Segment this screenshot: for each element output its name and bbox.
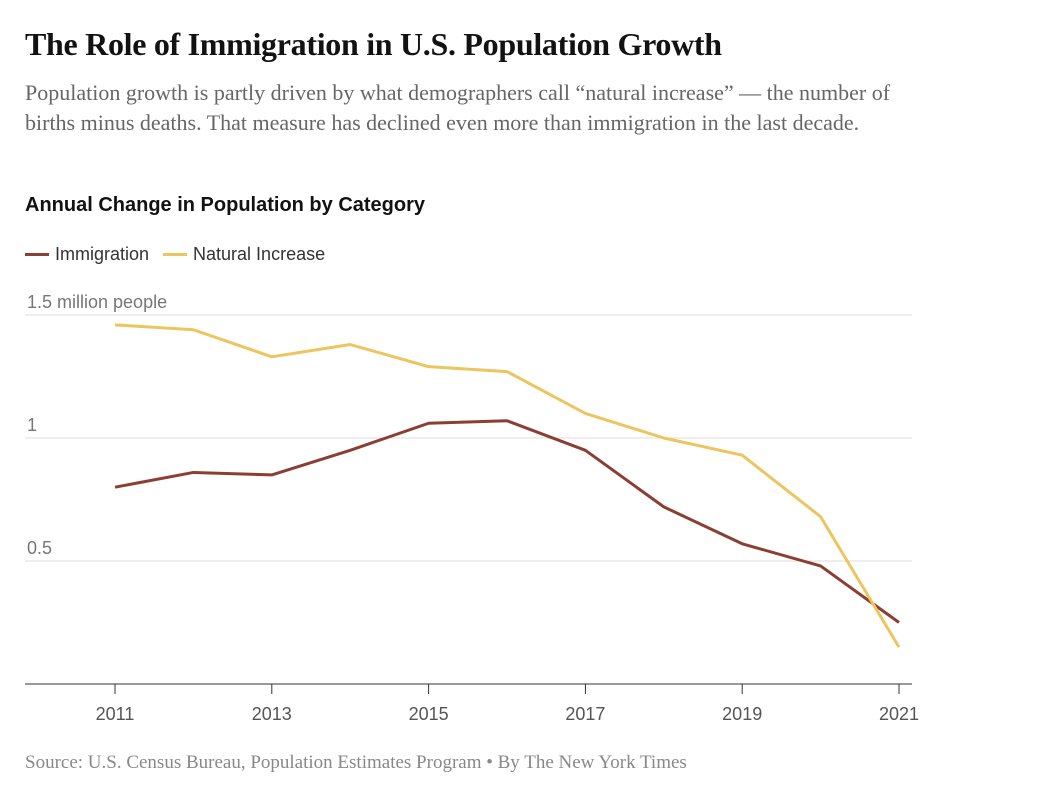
legend-item-immigration: Immigration <box>25 244 149 265</box>
legend-label: Immigration <box>55 244 150 264</box>
x-tick-label: 2015 <box>409 704 449 724</box>
legend-swatch <box>163 253 188 256</box>
x-tick-label: 2013 <box>252 704 292 724</box>
x-tick-label: 2019 <box>722 704 762 724</box>
legend-label: Natural Increase <box>193 244 326 264</box>
x-tick-label: 2021 <box>879 704 919 724</box>
y-tick-label: 1 <box>27 415 37 435</box>
source-note: Source: U.S. Census Bureau, Population E… <box>25 752 687 773</box>
legend-item-natural-increase: Natural Increase <box>163 244 325 265</box>
legend-swatch <box>25 253 49 256</box>
y-tick-label: 0.5 <box>27 538 52 558</box>
x-tick-label: 2017 <box>565 704 605 724</box>
page-subtitle: Population growth is partly driven by wh… <box>25 80 891 135</box>
series-line-natural-increase <box>114 323 901 648</box>
page-title: The Role of Immigration in U.S. Populati… <box>25 26 722 62</box>
series-line-immigration <box>114 419 900 624</box>
x-tick-label: 2011 <box>96 704 135 724</box>
y-tick-label: 1.5 million people <box>27 292 167 312</box>
chart-title: Annual Change in Population by Category <box>25 194 426 216</box>
legend: Immigration Natural Increase <box>25 244 325 265</box>
